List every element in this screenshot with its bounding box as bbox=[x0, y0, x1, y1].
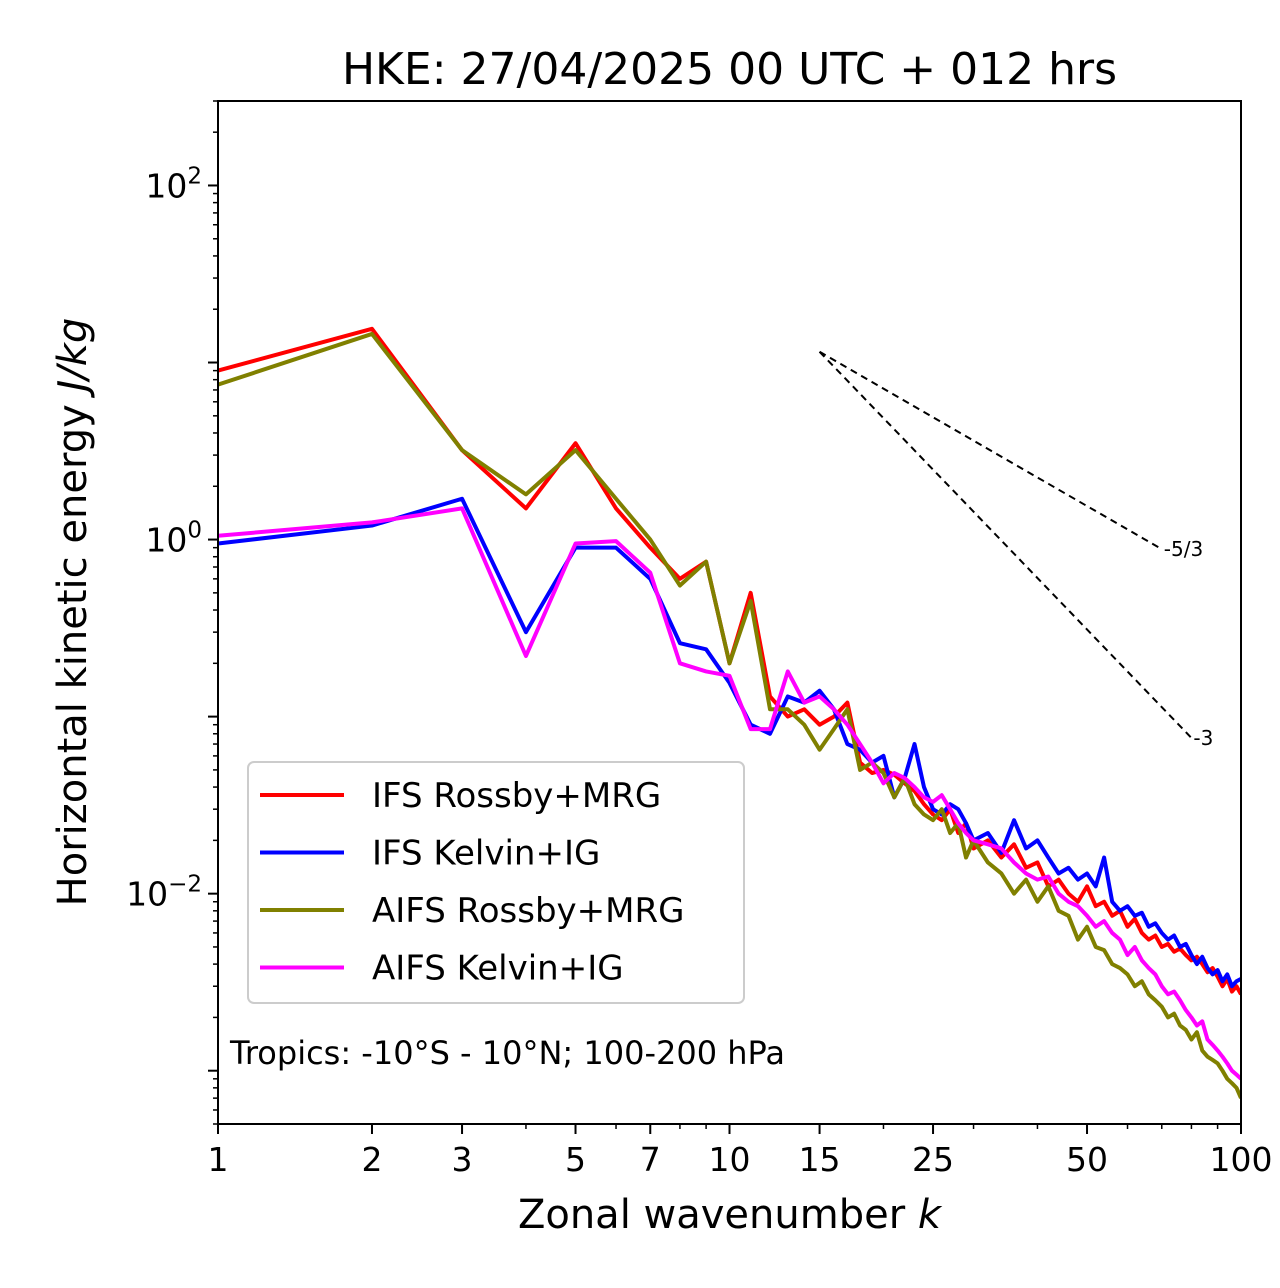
slope-label-0: -5/3 bbox=[1164, 537, 1203, 561]
reference-slope-layer: -5/3 -3 bbox=[818, 350, 1213, 750]
chart-title: HKE: 27/04/2025 00 UTC + 012 hrs bbox=[342, 44, 1117, 95]
y-tick-label: 10−2 bbox=[126, 872, 202, 914]
series-line-3 bbox=[218, 506, 1241, 1081]
x-tick-label: 50 bbox=[1066, 1140, 1108, 1179]
legend-label-0: IFS Rossby+MRG bbox=[372, 776, 661, 816]
x-tick-label: 25 bbox=[912, 1140, 954, 1179]
y-tick-label: 100 bbox=[145, 518, 202, 560]
x-axis-ticks: 1 2 3 5 7 10 15 25 50 100 bbox=[208, 1124, 1273, 1179]
x-tick-label: 1 bbox=[208, 1140, 229, 1179]
slope-line-0 bbox=[819, 350, 1163, 551]
slope-label-1: -3 bbox=[1193, 726, 1213, 750]
y-tick-label: 102 bbox=[145, 163, 202, 205]
region-annotation: Tropics: -10°S - 10°N; 100-200 hPa bbox=[229, 1034, 785, 1072]
legend: IFS Rossby+MRG IFS Kelvin+IG AIFS Rossby+M… bbox=[247, 761, 745, 1004]
x-tick-label: 2 bbox=[361, 1140, 382, 1179]
legend-label-1: IFS Kelvin+IG bbox=[372, 834, 600, 874]
x-axis-label: Zonal wavenumber k bbox=[518, 1192, 943, 1238]
x-tick-label: 10 bbox=[709, 1140, 751, 1179]
x-tick-label: 100 bbox=[1210, 1140, 1273, 1179]
x-tick-label: 7 bbox=[640, 1140, 661, 1179]
legend-box bbox=[247, 761, 745, 1004]
y-axis-ticks: 102 100 10−2 bbox=[126, 100, 218, 1125]
x-tick-label: 5 bbox=[565, 1140, 586, 1179]
y-axis-label: Horizontal kinetic energy J/kg bbox=[50, 318, 96, 907]
series-layer bbox=[218, 326, 1241, 1099]
series-line-2 bbox=[218, 331, 1241, 1099]
slope-line-1 bbox=[818, 351, 1193, 739]
legend-label-3: AIFS Kelvin+IG bbox=[372, 949, 624, 989]
x-tick-label: 15 bbox=[799, 1140, 841, 1179]
legend-label-2: AIFS Rossby+MRG bbox=[372, 891, 684, 931]
x-tick-label: 3 bbox=[452, 1140, 473, 1179]
